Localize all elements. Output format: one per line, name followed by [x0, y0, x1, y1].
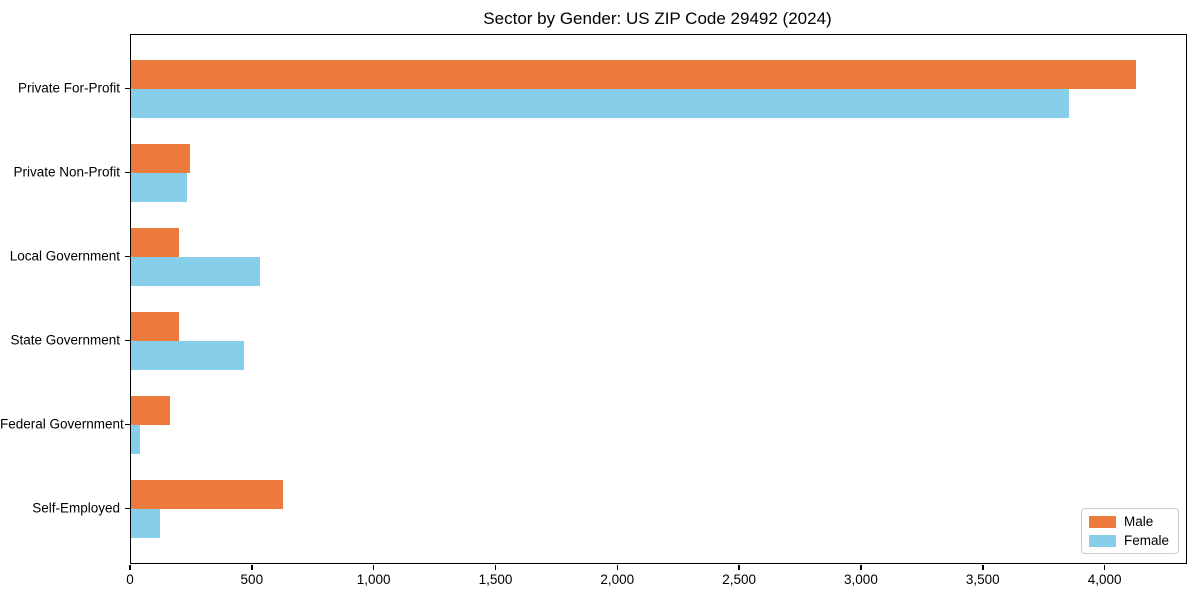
y-axis-label-local-government: Local Government — [9, 248, 120, 264]
legend-entry-male: Male — [1088, 514, 1169, 529]
y-tick-mark — [125, 87, 130, 90]
y-axis-label-state-government: State Government — [10, 332, 120, 348]
x-axis-tick-label: 3,000 — [844, 572, 878, 587]
legend: Male Female — [1080, 508, 1179, 554]
bar-male-self-employed — [131, 480, 284, 510]
x-tick-mark — [982, 565, 984, 570]
bar-female-federal-government — [131, 425, 140, 455]
x-tick-mark — [1103, 565, 1106, 570]
x-axis-tick-label: 4,000 — [1087, 572, 1122, 587]
x-axis-tick-label: 0 — [126, 572, 134, 587]
bar-male-local-government — [131, 228, 179, 258]
y-tick-mark — [125, 171, 130, 174]
y-axis-label-federal-government: Federal Government — [0, 416, 124, 432]
x-axis-tick-label: 500 — [240, 572, 264, 587]
y-axis-label-private-for-profit: Private For-Profit — [17, 80, 120, 96]
y-tick-mark — [125, 423, 130, 426]
bar-female-state-government — [131, 341, 245, 371]
legend-label-male: Male — [1123, 514, 1154, 529]
x-tick-mark — [860, 565, 862, 570]
x-tick-mark — [616, 565, 619, 570]
x-tick-mark — [251, 565, 253, 570]
x-axis-tick-label: 1,000 — [356, 572, 391, 587]
bar-female-local-government — [131, 257, 261, 287]
y-tick-mark — [125, 255, 130, 258]
bar-male-private-non-profit — [131, 144, 190, 174]
bar-male-private-for-profit — [131, 60, 1137, 90]
y-tick-mark — [125, 339, 130, 342]
x-axis-tick-label: 3,500 — [965, 572, 1000, 587]
x-tick-mark — [129, 565, 131, 570]
bar-female-private-non-profit — [131, 173, 187, 203]
x-tick-mark — [372, 565, 375, 570]
x-axis-tick-label: 1,500 — [478, 572, 513, 587]
x-axis-tick-label: 2,500 — [722, 572, 757, 587]
x-tick-mark — [738, 565, 740, 570]
legend-swatch-male — [1088, 515, 1116, 528]
chart-title: Sector by Gender: US ZIP Code 29492 (202… — [483, 9, 832, 28]
y-axis-label-private-non-profit: Private Non-Profit — [13, 164, 120, 180]
bar-male-federal-government — [131, 396, 170, 426]
y-axis-label-self-employed: Self-Employed — [32, 500, 120, 516]
bar-female-self-employed — [131, 509, 161, 539]
x-axis-tick-label: 2,000 — [600, 572, 635, 587]
x-tick-mark — [494, 565, 497, 570]
bar-male-state-government — [131, 312, 179, 342]
bar-female-private-for-profit — [131, 89, 1069, 119]
legend-entry-female: Female — [1088, 533, 1169, 548]
legend-swatch-female — [1088, 534, 1116, 547]
legend-label-female: Female — [1123, 533, 1169, 548]
plot-area: Male Female — [130, 34, 1187, 564]
y-tick-mark — [125, 507, 130, 510]
